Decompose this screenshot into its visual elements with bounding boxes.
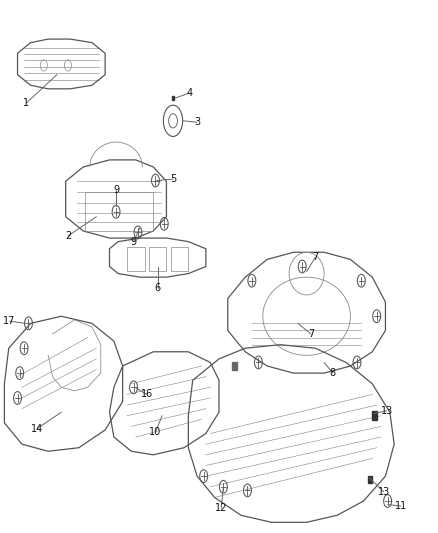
Bar [85, 192, 153, 231]
Text: 12: 12 [215, 503, 227, 513]
Bar [232, 362, 237, 370]
Text: 13: 13 [381, 406, 393, 416]
Bar [372, 411, 377, 420]
Bar [127, 247, 145, 271]
Text: 14: 14 [31, 424, 43, 433]
Text: 9: 9 [113, 185, 119, 195]
Text: 2: 2 [65, 231, 71, 241]
Text: 13: 13 [378, 487, 390, 497]
Text: 9: 9 [131, 237, 137, 247]
Text: 7: 7 [312, 252, 318, 262]
Text: 10: 10 [149, 427, 162, 437]
Text: 11: 11 [395, 501, 407, 511]
Text: 6: 6 [155, 283, 161, 293]
Bar [172, 96, 174, 100]
Bar [171, 247, 188, 271]
Text: 8: 8 [330, 368, 336, 378]
Text: 4: 4 [186, 88, 192, 98]
Text: 1: 1 [23, 98, 29, 108]
Text: 7: 7 [308, 329, 314, 339]
Text: 16: 16 [141, 390, 153, 399]
Text: 3: 3 [194, 117, 200, 127]
Bar [368, 476, 372, 483]
Text: 17: 17 [4, 316, 16, 326]
Text: 5: 5 [170, 174, 176, 184]
Bar [149, 247, 166, 271]
